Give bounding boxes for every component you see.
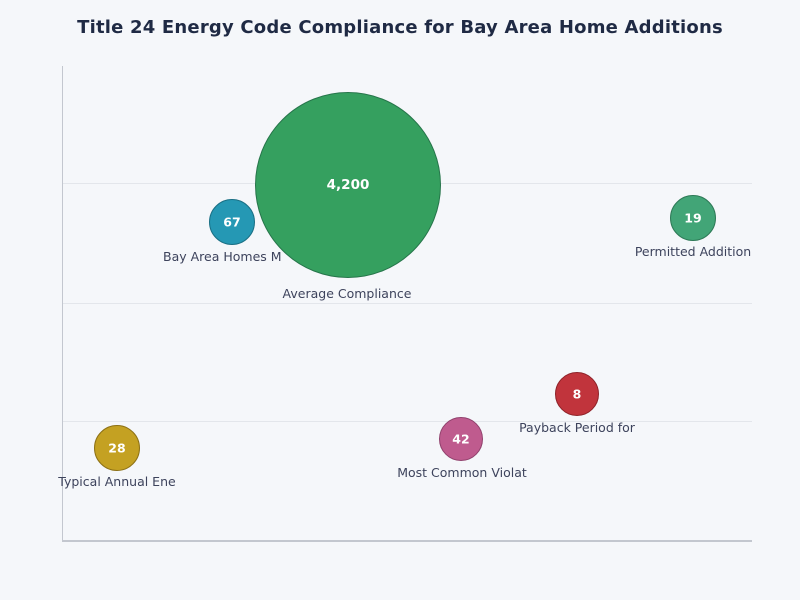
bubble-1: [209, 199, 255, 245]
chart-title: Title 24 Energy Code Compliance for Bay …: [77, 17, 723, 38]
gridline-2: [62, 421, 752, 422]
bubble-2: [670, 195, 716, 241]
bubble-value-0: 4,200: [326, 177, 370, 193]
bubble-label-5: Most Common Violat: [397, 465, 527, 480]
x-axis-line: [62, 540, 752, 542]
bubble-label-4: Typical Annual Ene: [58, 474, 176, 489]
bubble-label-0: Average Compliance: [282, 286, 412, 301]
bubble-0: [255, 92, 441, 278]
bubble-label-3: Payback Period for: [519, 420, 635, 435]
bubble-label-2: Permitted Addition: [634, 244, 752, 259]
bubble-value-1: 67: [223, 214, 241, 230]
bubble-value-5: 42: [452, 431, 470, 447]
bubble-value-3: 8: [572, 386, 582, 402]
gridline-1: [62, 303, 752, 304]
y-axis-line: [62, 66, 63, 540]
bubble-4: [94, 425, 140, 471]
bubble-3: [555, 372, 599, 416]
bubble-value-2: 19: [684, 210, 702, 226]
bubble-value-4: 28: [108, 440, 126, 456]
bubble-label-1: Bay Area Homes M: [163, 249, 282, 264]
bubble-5: [439, 417, 483, 461]
